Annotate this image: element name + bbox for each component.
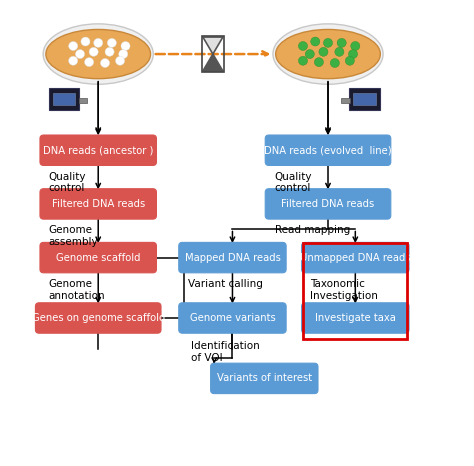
Circle shape [345,56,355,65]
Polygon shape [203,37,223,54]
Text: Genome scaffold: Genome scaffold [56,253,140,263]
FancyBboxPatch shape [265,189,391,219]
Text: Variants of interest: Variants of interest [217,373,312,384]
Circle shape [299,56,308,65]
Circle shape [299,41,308,50]
FancyBboxPatch shape [49,88,79,110]
Ellipse shape [43,24,153,84]
Text: Read mapping: Read mapping [275,226,350,235]
FancyBboxPatch shape [301,242,409,273]
Text: Unmapped DNA reads: Unmapped DNA reads [300,253,410,263]
FancyBboxPatch shape [210,363,318,394]
FancyBboxPatch shape [40,189,156,219]
Circle shape [323,38,333,48]
Circle shape [314,58,323,67]
Bar [202,36,224,72]
Circle shape [69,56,78,65]
Circle shape [116,56,125,65]
Text: Quality
control: Quality control [48,171,86,193]
Text: Filtered DNA reads: Filtered DNA reads [282,199,374,209]
Circle shape [305,49,314,59]
Text: Investigate taxa: Investigate taxa [315,313,396,323]
Circle shape [81,37,90,46]
Circle shape [337,38,346,48]
FancyBboxPatch shape [301,303,409,333]
Circle shape [69,41,78,50]
FancyBboxPatch shape [265,135,391,165]
Circle shape [330,59,339,68]
FancyBboxPatch shape [36,303,161,333]
Ellipse shape [46,29,151,79]
Text: Quality
control: Quality control [275,171,312,193]
Bar [353,93,375,105]
Text: Variant calling: Variant calling [188,279,263,289]
Text: Taxonomic
Investigation: Taxonomic Investigation [310,279,378,301]
FancyBboxPatch shape [179,303,286,333]
Text: Genome
annotation: Genome annotation [48,279,105,301]
Text: Filtered DNA reads: Filtered DNA reads [52,199,145,209]
Circle shape [107,38,117,48]
Bar [341,98,350,103]
Bar [302,243,407,339]
Circle shape [348,49,357,59]
Text: Mapped DNA reads: Mapped DNA reads [184,253,281,263]
Text: Genome variants: Genome variants [190,313,275,323]
Circle shape [75,49,84,59]
Text: Genome
assembly: Genome assembly [48,226,98,247]
Ellipse shape [276,29,380,79]
Bar [79,98,87,103]
Text: Genes on genome scaffold: Genes on genome scaffold [32,313,165,323]
Circle shape [105,48,114,56]
FancyBboxPatch shape [349,88,380,110]
Circle shape [319,48,328,56]
Text: Identification
of VOI: Identification of VOI [191,341,260,363]
Ellipse shape [273,24,383,84]
Circle shape [351,41,360,50]
Circle shape [335,48,344,56]
Text: DNA reads (ancestor ): DNA reads (ancestor ) [43,145,154,155]
FancyBboxPatch shape [40,242,156,273]
FancyBboxPatch shape [179,242,286,273]
Circle shape [94,38,103,48]
Circle shape [121,41,130,50]
FancyBboxPatch shape [40,135,156,165]
Circle shape [100,59,109,68]
Text: DNA reads (evolved  line): DNA reads (evolved line) [264,145,392,155]
Circle shape [118,49,128,59]
Bar [53,93,75,105]
Circle shape [311,37,320,46]
Circle shape [89,48,98,56]
Polygon shape [203,54,223,71]
Circle shape [84,58,94,67]
